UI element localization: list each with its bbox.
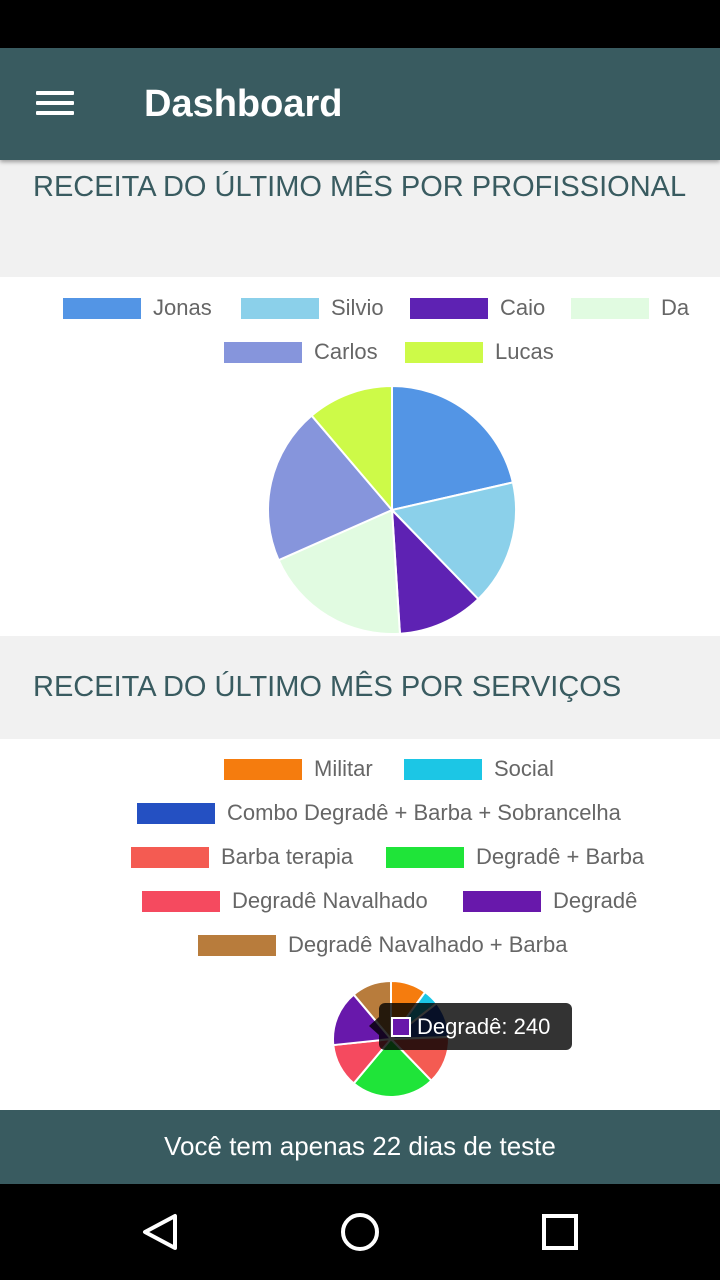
legend-item[interactable]: Lucas [405, 339, 554, 364]
legend-swatch [224, 341, 302, 363]
legend-item[interactable]: Combo Degradê + Barba + Sobrancelha [137, 800, 621, 825]
pie-chart-profissional[interactable] [0, 277, 720, 636]
legend-label: Barba terapia [221, 844, 354, 869]
legend-item[interactable]: Barba terapia [131, 844, 354, 869]
chart-tooltip: Degradê: 240 [369, 1003, 572, 1050]
pie-chart-servicos[interactable] [0, 739, 720, 1110]
pie-slice[interactable] [310, 384, 393, 513]
legend-item[interactable]: Militar [224, 756, 373, 781]
legend-label: Degradê [553, 888, 638, 913]
tooltip-swatch [391, 1016, 411, 1037]
tooltip-caret [369, 1017, 379, 1035]
legend-label: Da [661, 295, 690, 320]
chart-profissional: Jonas Silvio Caio Da Carlos Lucas [0, 277, 720, 636]
legend-swatch [571, 297, 649, 319]
section-title-servicos: RECEITA DO ÚLTIMO MÊS POR SERVIÇOS [0, 636, 720, 739]
status-bar [0, 0, 720, 48]
pie-slice[interactable] [390, 481, 517, 601]
back-triangle-icon[interactable] [137, 1208, 187, 1256]
legend-swatch [405, 341, 483, 363]
legend-item[interactable]: Carlos [224, 339, 378, 364]
legend-item[interactable]: Social [404, 756, 554, 781]
legend-swatch [224, 758, 302, 780]
trial-banner: Você tem apenas 22 dias de teste [0, 1110, 720, 1184]
page-title: Dashboard [144, 83, 343, 125]
legend-label: Militar [314, 756, 373, 781]
legend-label: Silvio [331, 295, 384, 320]
section-title-profissional: RECEITA DO ÚLTIMO MÊS POR PROFISSIONAL [0, 160, 720, 277]
legend-item[interactable]: Degradê [463, 888, 638, 913]
legend-swatch [142, 890, 220, 912]
legend-item[interactable]: Degradê Navalhado + Barba [198, 932, 568, 957]
legend-swatch [463, 890, 541, 912]
chart-servicos: Militar Social Combo Degradê + Barba + S… [0, 739, 720, 1110]
legend-item[interactable]: Jonas [63, 295, 212, 320]
legend-swatch [404, 758, 482, 780]
legend-label: Degradê + Barba [476, 844, 645, 869]
legend-item[interactable]: Da [571, 295, 690, 320]
legend-swatch [410, 297, 488, 319]
legend-item[interactable]: Caio [410, 295, 546, 320]
legend-label: Carlos [314, 339, 378, 364]
hamburger-menu-icon[interactable] [36, 91, 74, 117]
legend-label: Degradê Navalhado [232, 888, 428, 913]
legend-swatch [131, 846, 209, 868]
legend-swatch [198, 934, 276, 956]
tooltip-text: Degradê: 240 [417, 1013, 551, 1039]
legend-item[interactable]: Degradê Navalhado [142, 888, 428, 913]
legend-label: Combo Degradê + Barba + Sobrancelha [227, 800, 621, 825]
legend-item[interactable]: Silvio [241, 295, 384, 320]
pie-slice[interactable] [352, 1037, 433, 1098]
legend-item[interactable]: Degradê + Barba [386, 844, 645, 869]
system-nav-bar [0, 1184, 720, 1280]
pie-slice[interactable] [277, 508, 402, 635]
legend-label: Social [494, 756, 554, 781]
app-bar: Dashboard [0, 48, 720, 160]
legend-swatch [386, 846, 464, 868]
legend-label: Jonas [153, 295, 212, 320]
recents-square-icon[interactable] [535, 1208, 585, 1256]
pie-slice[interactable] [390, 507, 480, 635]
legend-swatch [63, 297, 141, 319]
legend-label: Caio [500, 295, 546, 320]
home-circle-icon[interactable] [335, 1208, 385, 1256]
legend-label: Lucas [495, 339, 554, 364]
legend-swatch [241, 297, 319, 319]
pie-slice[interactable] [391, 384, 515, 512]
pie-slice[interactable] [267, 414, 394, 562]
legend-label: Degradê Navalhado + Barba [288, 932, 568, 957]
legend-swatch [137, 802, 215, 824]
